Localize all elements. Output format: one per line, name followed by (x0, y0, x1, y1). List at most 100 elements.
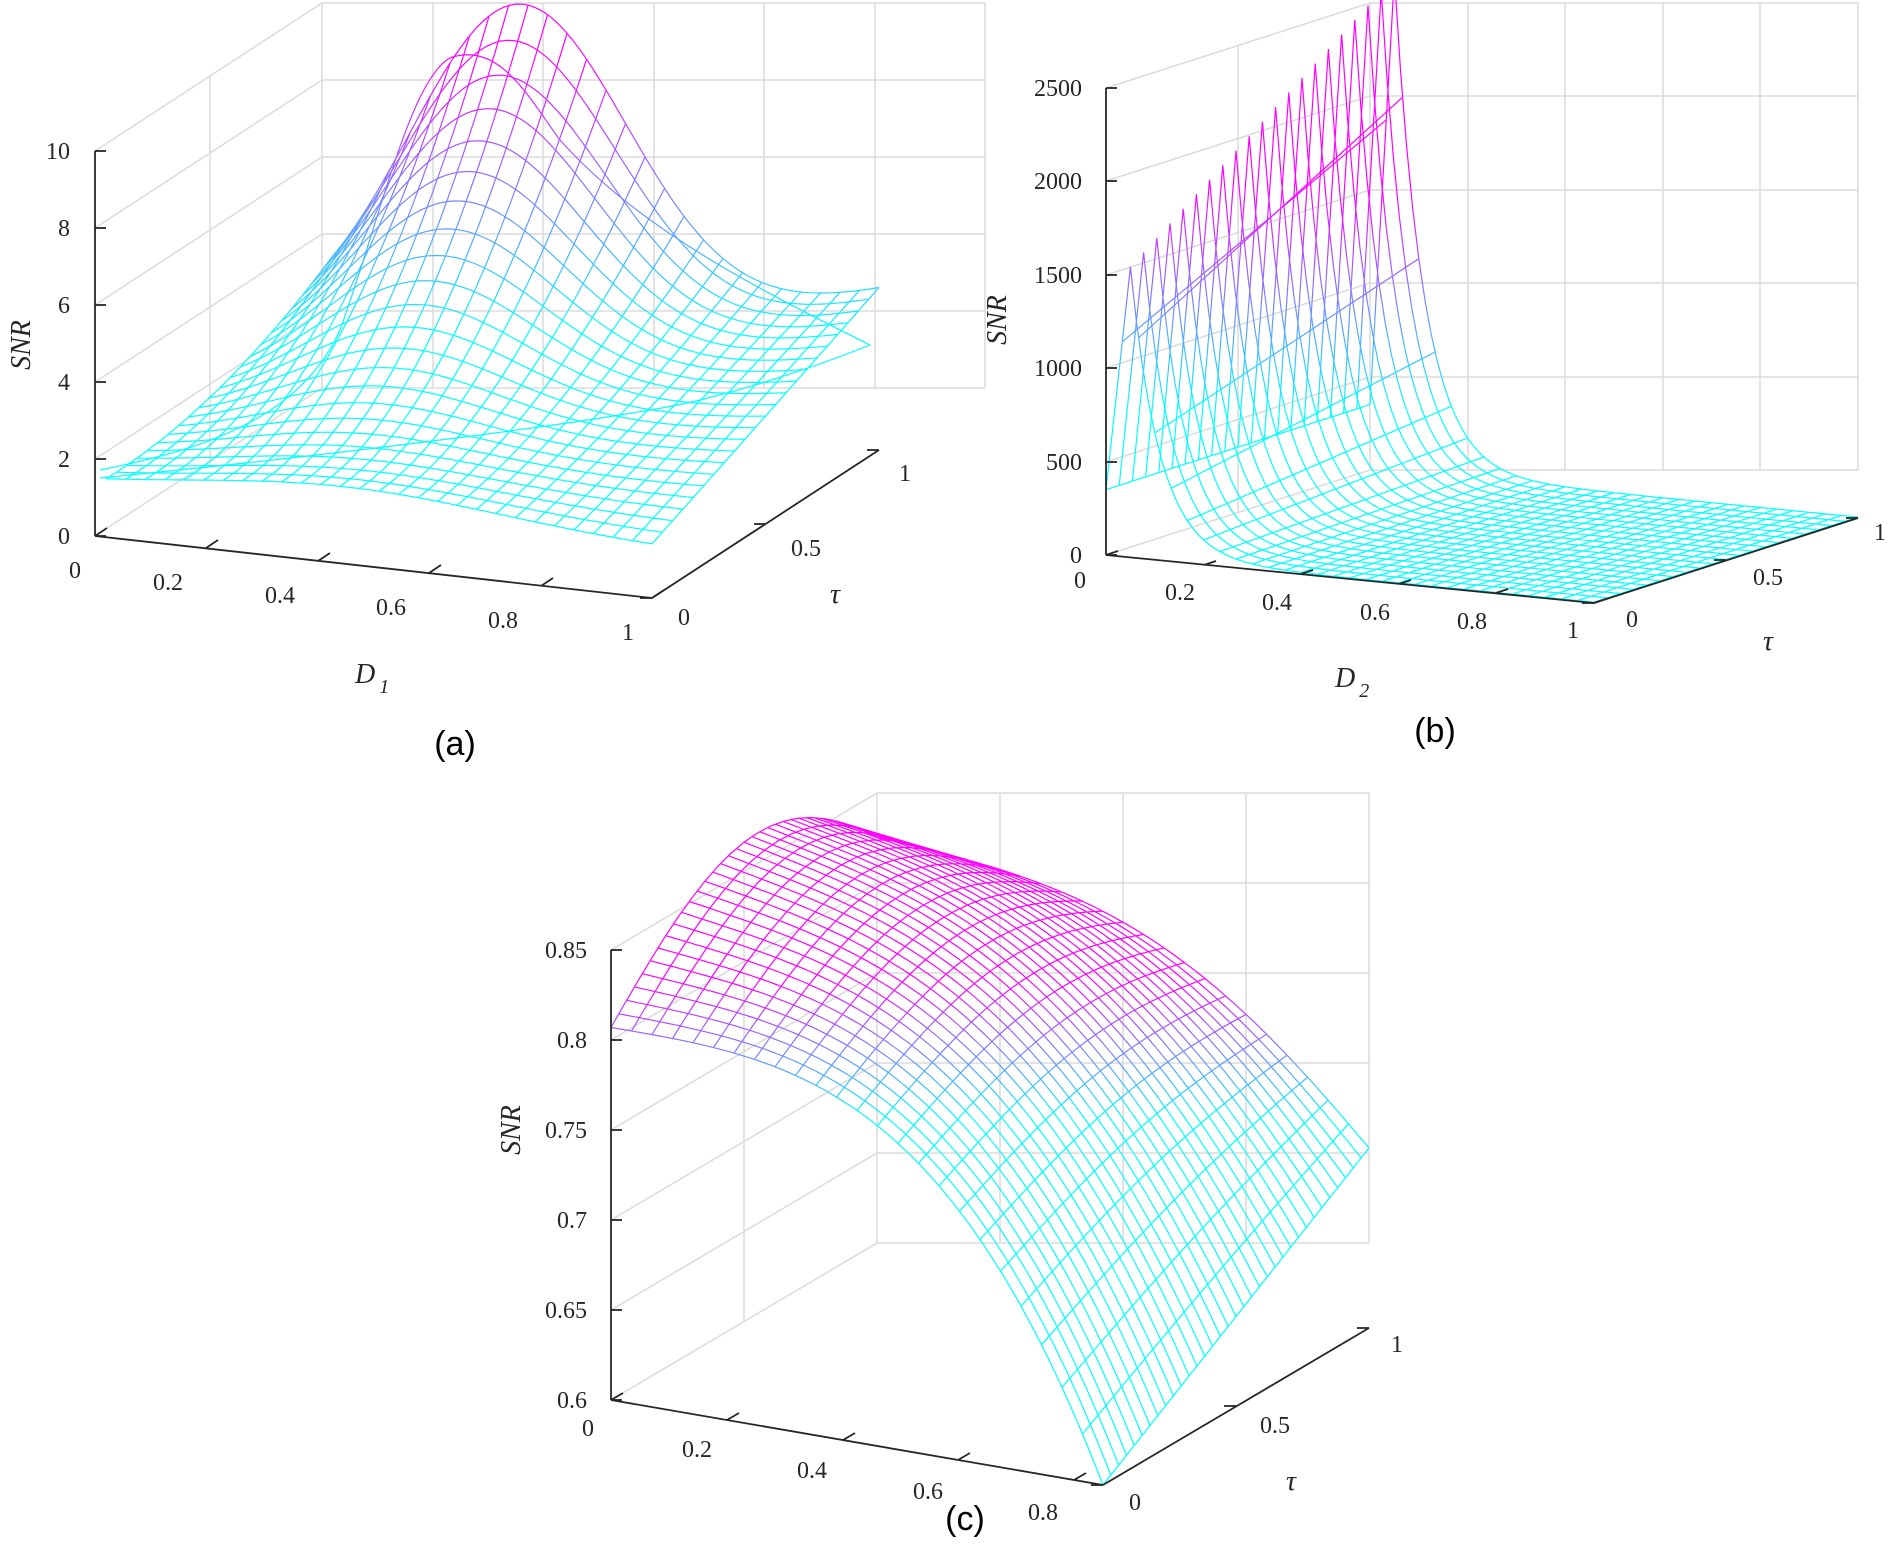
panel-a-xlabel-2: 0.4 (265, 583, 295, 609)
panel-b-mesh-x-line (1105, 404, 1371, 491)
panel-b-zlabel-0: 0 (1070, 543, 1082, 569)
panel-a-mesh-x-line (300, 4, 529, 484)
panel-b-z-title: SNR (982, 295, 1013, 345)
panel-b-xlabel-1: 0.2 (1165, 580, 1195, 606)
panel-b-xtick-2 (1300, 569, 1314, 575)
panel-c-mesh-tau-line (767, 826, 1261, 1288)
panel-c-mesh-x-line (774, 880, 1042, 1068)
panel-c-mesh-x-line (692, 846, 960, 1044)
panel-a-zlabel-0: 0 (58, 524, 70, 550)
panel-a-grid-z2-l (94, 310, 323, 460)
panel-b-mesh-x-line (1545, 511, 1810, 598)
panel-b-back-wall-right (1370, 2, 1859, 470)
panel-c-mesh-x-line (959, 995, 1226, 1212)
panel-a-x-ticks: 0 0.2 0.4 0.6 0.8 1 (69, 527, 665, 646)
panel-a-mesh-x-line (105, 255, 334, 480)
panel-b-x-title-main: D (1334, 663, 1355, 694)
panel-b-mesh-tau-line (1369, 0, 1859, 518)
panel-a-z-ticks: 0 2 4 6 8 10 (46, 139, 106, 550)
panel-a-mesh-x-line (398, 123, 627, 495)
panel-a-grid (94, 1, 986, 537)
panel-c-mesh-x-line (918, 962, 1185, 1164)
panel-c-mesh-x-line (815, 900, 1082, 1086)
panel-b-mesh-x-line (1382, 495, 1647, 582)
panel-b-taulabel-0: 0 (1626, 607, 1638, 633)
panel-a-xtick-0 (94, 527, 108, 537)
panel-c-mesh-x-line (1102, 1147, 1370, 1486)
panel-b-surface (1105, 0, 1859, 603)
panel-b-xtick-1 (1203, 560, 1217, 566)
panel-a-mesh-x-line (554, 288, 782, 527)
panel-c-mesh-tau-line (869, 832, 1362, 1159)
panel-b-zlabel-3: 1500 (1034, 263, 1082, 289)
panel-a-mesh-x-line (378, 89, 607, 492)
panel-a-mesh-x-line (632, 289, 860, 542)
panel-b-mesh-tau-line (1316, 34, 1806, 535)
panel-a-mesh-x-line (456, 215, 685, 506)
panel-a-mesh-tau-line (301, 108, 849, 328)
panel-b-mesh-x-line (1431, 500, 1696, 587)
panel-c-mesh-x-line (651, 831, 919, 1035)
panel-b-x-ticks: 0 0.2 0.4 0.6 0.8 1 (1074, 550, 1607, 644)
panel-b-mesh-x-line (1235, 467, 1501, 560)
panel-b-xlabel-4: 0.8 (1457, 609, 1487, 635)
panel-c-xtick-1 (726, 1412, 740, 1421)
panel-b-xtick-4 (1495, 588, 1509, 594)
panel-c-xtick-4 (1073, 1472, 1087, 1481)
panel-c-xlabel-1: 0.2 (682, 1437, 712, 1463)
panel-a-mesh-tau-line (137, 455, 684, 510)
panel-a-xtick-1 (205, 539, 219, 549)
panel-c-zlabel-2: 0.7 (557, 1208, 587, 1234)
panel-b-mesh-x-line (1463, 503, 1729, 590)
panel-a-grid-z6-l (94, 156, 323, 306)
panel-a-grid-z8-l (94, 79, 323, 229)
panel-a-zlabel-1: 2 (58, 447, 70, 473)
panel-c-tau-title: τ (1286, 1466, 1297, 1497)
panel-b-mesh-x-line (1252, 475, 1517, 565)
panel-c-mesh-x-line (1041, 1076, 1308, 1346)
panel-a-mesh-x-line (281, 5, 510, 483)
panel-b-x-title-sub: 2 (1359, 680, 1369, 702)
panel-b-tau-ticks: 0 0.5 1 (1582, 517, 1886, 633)
panel-b-xlabel-3: 0.6 (1360, 600, 1390, 626)
panel-a-x-title-sub: 1 (379, 676, 389, 698)
panel-b-x-axis (1105, 554, 1595, 604)
panel-a: 0 2 4 6 8 10 0 0.2 0.4 0.6 0.8 1 0 0.5 (6, 1, 986, 763)
panel-c-caption: (c) (945, 1500, 985, 1538)
panel-a-mesh-x-line (125, 229, 354, 480)
panel-b-taulabel-2: 1 (1874, 520, 1886, 546)
panel-a-mesh-x-line (339, 33, 568, 487)
panel-b-mesh-x-line (1366, 493, 1631, 581)
panel-a-mesh-x-line (242, 35, 471, 482)
panel-c-mesh-x-line (836, 910, 1103, 1098)
panel-b-xtick-5 (1593, 598, 1607, 604)
panel-a-mesh-x-line (359, 59, 588, 490)
panel-b-zlabel-1: 500 (1046, 450, 1082, 476)
panel-a-taulabel-1: 0.5 (791, 536, 821, 562)
panel-b-mesh-tau-line (1303, 49, 1793, 539)
panel-a-mesh-x-line (534, 282, 763, 523)
panel-c-mesh-tau-line (626, 999, 1120, 1466)
panel-a-mesh-lines (105, 3, 880, 545)
panel-b-mesh-x-line (1170, 351, 1436, 489)
panel-c-mesh-tau-line (853, 826, 1346, 1179)
panel-c-xtick-2 (842, 1432, 856, 1441)
panel-a-grid-z4-l (94, 233, 323, 383)
panel-b-mesh-tau-line (1356, 0, 1845, 522)
panel-b-mesh-x-line (1479, 505, 1745, 592)
panel-b: 0 500 1000 1500 2000 2500 0 0.2 0.4 0.6 … (982, 0, 1886, 750)
panel-c: 0.6 0.65 0.7 0.75 0.8 0.85 0 0.2 0.4 0.6… (496, 791, 1403, 1526)
panel-a-tau-ticks: 0 0.5 1 (640, 449, 911, 631)
panel-c-floor-edge (610, 1242, 878, 1401)
panel-c-mesh-x-line (979, 1013, 1247, 1241)
panel-c-x-ticks: 0 0.2 0.4 0.6 0.8 (582, 1392, 1087, 1526)
panel-a-xlabel-3: 0.6 (376, 595, 406, 621)
panel-c-z-ticks: 0.6 0.65 0.7 0.75 0.8 0.85 (545, 938, 622, 1414)
panel-b-mesh-x-line (1414, 498, 1680, 585)
panel-b-zlabel-2: 1000 (1034, 356, 1082, 382)
panel-a-mesh-x-line (476, 239, 705, 510)
panel-c-zlabel-0: 0.6 (557, 1388, 587, 1414)
panel-b-mesh-x-line (1284, 483, 1550, 571)
panel-c-z-title: SNR (496, 1105, 527, 1155)
